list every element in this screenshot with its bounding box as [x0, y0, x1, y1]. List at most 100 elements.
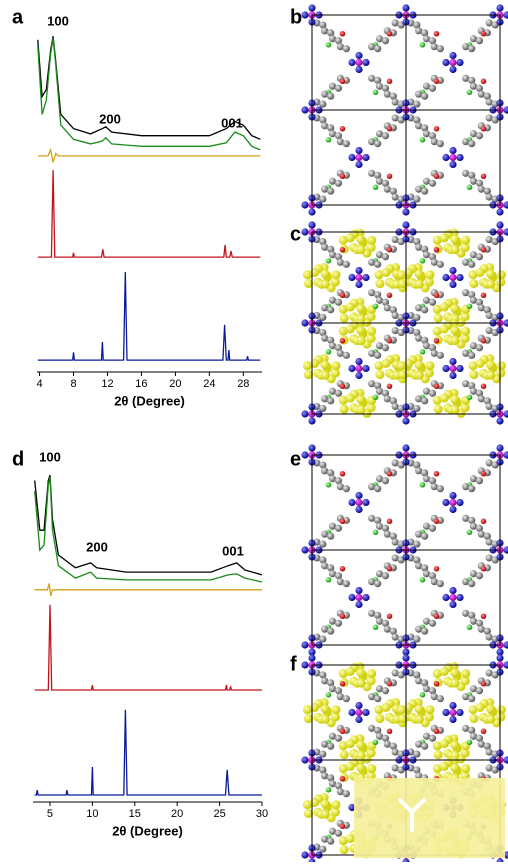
atom	[334, 734, 343, 742]
atom	[386, 246, 393, 253]
atom	[480, 30, 487, 37]
atom	[432, 304, 442, 314]
atom	[320, 269, 330, 279]
atom	[462, 258, 470, 266]
atom	[450, 394, 460, 404]
atom	[328, 296, 337, 304]
atom	[319, 750, 327, 758]
atom	[339, 518, 346, 525]
atom	[331, 705, 341, 715]
atom	[480, 565, 487, 572]
atom	[480, 518, 487, 525]
atom	[356, 245, 366, 255]
atom	[381, 179, 390, 187]
atom	[391, 764, 399, 772]
x-tick-label: 4	[36, 378, 42, 390]
atom	[480, 125, 487, 132]
atom	[355, 600, 363, 609]
atom	[475, 37, 484, 45]
atom	[301, 756, 309, 764]
atom	[428, 524, 437, 532]
atom	[386, 125, 393, 132]
atom	[460, 403, 470, 413]
atom	[372, 739, 379, 746]
atom	[462, 514, 470, 522]
atom	[355, 146, 363, 155]
atom	[339, 78, 346, 85]
atom	[433, 246, 440, 253]
atom	[342, 140, 350, 148]
atom	[485, 704, 495, 714]
atom	[374, 171, 382, 179]
atom	[381, 619, 390, 627]
atom	[397, 705, 407, 715]
atom	[436, 351, 444, 359]
atom	[439, 233, 449, 243]
atom	[321, 740, 329, 748]
atom	[475, 253, 484, 261]
atom	[425, 705, 435, 715]
atom	[366, 748, 376, 758]
atom	[368, 724, 376, 732]
atom	[374, 382, 382, 390]
atom	[468, 516, 476, 524]
atom	[374, 140, 382, 148]
atom	[375, 522, 384, 530]
atom	[422, 570, 431, 578]
atom	[460, 748, 470, 758]
atom	[402, 648, 410, 656]
atom	[339, 383, 346, 390]
atom	[428, 253, 437, 261]
atom	[386, 518, 393, 525]
atom	[449, 266, 457, 275]
atom	[432, 764, 442, 774]
atom	[475, 179, 484, 187]
atom	[308, 444, 316, 452]
atom	[339, 613, 346, 620]
atom	[325, 576, 332, 583]
atom	[356, 678, 366, 688]
atom	[456, 58, 464, 67]
atom	[450, 678, 460, 688]
x-tick-label: 25	[213, 808, 225, 820]
atom	[320, 704, 330, 714]
atom	[321, 90, 329, 98]
atom	[442, 364, 450, 373]
atom	[355, 498, 363, 507]
atom	[368, 514, 376, 522]
atom	[356, 303, 366, 313]
peak-label: 001	[221, 115, 243, 130]
atom	[356, 763, 366, 773]
atom	[496, 705, 506, 715]
atom	[368, 138, 376, 146]
atom	[334, 477, 343, 485]
atom	[415, 772, 423, 780]
atom	[402, 654, 410, 662]
atom	[308, 417, 316, 425]
atom	[480, 613, 487, 620]
atom	[391, 114, 399, 122]
atom	[456, 273, 464, 282]
panel-label: a	[12, 6, 24, 28]
atom	[368, 483, 376, 491]
atom	[372, 394, 379, 401]
atom	[375, 296, 384, 304]
atom	[461, 669, 471, 679]
atom	[419, 481, 426, 488]
atom	[339, 845, 349, 855]
atom	[386, 78, 393, 85]
atom	[496, 4, 504, 12]
atom	[374, 695, 382, 703]
atom	[415, 27, 423, 35]
atom	[468, 351, 476, 359]
atom	[397, 270, 407, 280]
atom	[421, 124, 429, 132]
atom	[402, 208, 410, 216]
atom	[356, 405, 366, 415]
atom	[368, 43, 376, 51]
pattern-line	[34, 476, 263, 583]
atom	[348, 364, 356, 373]
atom	[475, 734, 484, 742]
atom	[386, 383, 393, 390]
atom	[366, 333, 376, 343]
